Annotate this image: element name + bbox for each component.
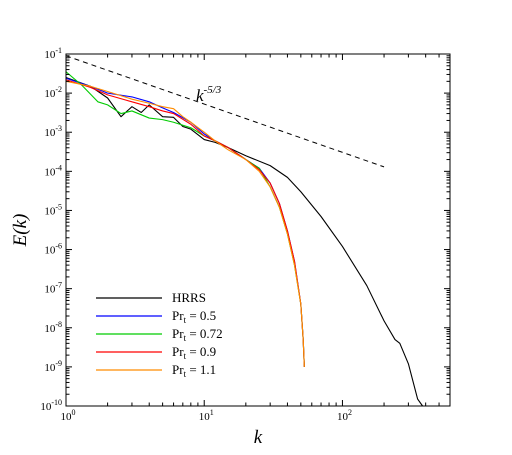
y-tick-label: 10-7 <box>44 281 62 296</box>
y-tick-label: 10-5 <box>44 202 62 217</box>
reference-line <box>65 55 385 168</box>
reference-label-exponent: -5/3 <box>204 84 222 96</box>
y-tick-label: 10-6 <box>44 242 62 257</box>
plot-frame <box>65 53 451 407</box>
reference-label-base: k <box>196 86 204 105</box>
y-tick-label: 10-10 <box>40 398 62 413</box>
y-tick-label: 10-1 <box>44 46 62 61</box>
y-tick-label: 10-9 <box>44 359 62 374</box>
y-tick-label: 10-8 <box>44 320 62 335</box>
y-axis-label: E(k) <box>10 214 31 248</box>
reference-line-layer <box>65 55 385 168</box>
legend-label-1: Prt = 0.5 <box>172 308 216 325</box>
series-line-4 <box>65 80 305 367</box>
legend-label-4: Prt = 1.1 <box>172 362 216 379</box>
y-tick-label: 10-2 <box>44 85 62 100</box>
x-axis-label: k <box>254 427 263 448</box>
reference-line-label: k-5/3 <box>196 84 222 105</box>
series-line-3 <box>65 79 305 367</box>
tick-label-layer: 100 101 102 10-10 10-9 10-8 10-7 10-6 10-5 10-4 10… <box>40 46 352 423</box>
y-tick-label: 10-3 <box>44 124 62 139</box>
legend-label-2: Prt = 0.72 <box>172 326 223 343</box>
legend-label-3: Prt = 0.9 <box>172 344 216 361</box>
legend-label-0: HRRS <box>172 290 206 305</box>
x-tick-label: 102 <box>337 408 352 423</box>
x-tick-label: 100 <box>61 408 76 423</box>
series-layer <box>65 71 424 407</box>
tick-layer <box>65 53 451 407</box>
x-tick-label: 101 <box>199 408 214 423</box>
y-tick-label: 10-4 <box>44 163 62 178</box>
